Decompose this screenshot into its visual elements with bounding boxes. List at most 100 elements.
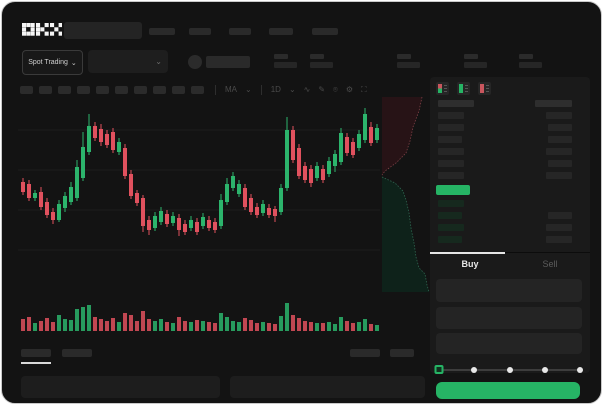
- orderbook-amount-placeholder: [548, 124, 572, 131]
- orderbook-amount-placeholder: [546, 172, 572, 179]
- stat-label-placeholder: [310, 54, 324, 59]
- orderbook-row: [430, 158, 590, 170]
- orderbook-price-placeholder: [438, 100, 474, 107]
- order-input-3[interactable]: [436, 333, 582, 354]
- orderbook-amount-placeholder: [546, 224, 572, 231]
- stat-value-placeholder: [274, 62, 297, 68]
- ma-indicator-icon[interactable]: MA: [225, 85, 237, 94]
- orderbook-row: [430, 122, 590, 134]
- draw-icon[interactable]: ✎: [318, 85, 326, 94]
- orderbook-rows: [430, 98, 590, 246]
- buy-submit-button[interactable]: [436, 382, 580, 399]
- orderbook-row: [430, 222, 590, 234]
- orderbook-view-switcher: [436, 82, 491, 95]
- ticker-stat: [519, 54, 543, 69]
- order-input-2[interactable]: [436, 307, 582, 329]
- bottom-active-tab-underline: [21, 362, 51, 364]
- toolbar-divider: [215, 85, 216, 95]
- orderbook-amount-placeholder: [535, 100, 572, 107]
- stat-value-placeholder: [464, 62, 487, 68]
- timeframe-placeholder[interactable]: [153, 86, 166, 94]
- camera-icon[interactable]: ⌾: [333, 85, 338, 94]
- pair-dropdown[interactable]: ⌄: [88, 50, 168, 73]
- orderbook-row: [430, 234, 590, 246]
- orderbook-row: [430, 210, 590, 222]
- slider-dot[interactable]: [471, 367, 478, 373]
- orderbook-asks-icon[interactable]: [478, 82, 491, 95]
- orderbook-amount-placeholder: [548, 212, 572, 219]
- stat-label-placeholder: [519, 54, 533, 59]
- nav-item-placeholder[interactable]: [312, 28, 338, 35]
- orderbook-amount-placeholder: [548, 160, 572, 167]
- timeframe-placeholder[interactable]: [39, 86, 52, 94]
- bottom-tab-right-1[interactable]: [350, 349, 380, 357]
- amount-slider[interactable]: [434, 365, 583, 375]
- slider-dot[interactable]: [541, 367, 548, 373]
- orderbook-price-placeholder: [438, 160, 464, 167]
- bottom-panel-left: [21, 376, 220, 398]
- orderbook-price-placeholder: [438, 212, 462, 219]
- orderbook-price-placeholder: [438, 236, 462, 243]
- orderbook-price-placeholder: [438, 136, 462, 143]
- nav-item-placeholder[interactable]: [189, 28, 211, 35]
- timeframe-placeholder[interactable]: [115, 86, 128, 94]
- ticker-stat: [310, 54, 334, 69]
- slider-dot[interactable]: [577, 367, 583, 373]
- active-tab-underline: [430, 252, 505, 254]
- orderbook-amount-placeholder: [548, 136, 572, 143]
- interval-icon[interactable]: 1D: [270, 85, 281, 94]
- orderbook-panel: Buy Sell: [430, 77, 590, 375]
- spot-trading-button[interactable]: Spot Trading ⌄: [22, 50, 83, 75]
- chart-toolbar: MA ⌄ 1D ⌄ ∿ ✎ ⌾ ⚙ ⛶: [20, 82, 400, 98]
- nav-item-placeholder[interactable]: [229, 28, 251, 35]
- chevron-down-icon[interactable]: ⌄: [245, 85, 252, 94]
- orderbook-price-placeholder: [438, 112, 464, 119]
- orderbook-price-row[interactable]: [430, 182, 590, 198]
- order-input-1[interactable]: [436, 279, 582, 302]
- orderbook-price-placeholder: [438, 148, 464, 155]
- timeframe-placeholder[interactable]: [134, 86, 147, 94]
- timeframe-placeholder[interactable]: [96, 86, 109, 94]
- orderbook-price-placeholder: [438, 172, 464, 179]
- ticker-stat: [464, 54, 488, 69]
- orderbook-row: [430, 110, 590, 122]
- tab-sell[interactable]: Sell: [542, 259, 558, 269]
- slider-dot[interactable]: [506, 367, 513, 373]
- timeframe-placeholder[interactable]: [191, 86, 204, 94]
- bottom-panel-right: [230, 376, 425, 398]
- bottom-tab-1[interactable]: [21, 349, 51, 357]
- nav-item-placeholder[interactable]: [149, 28, 175, 35]
- bottom-tab-right-2[interactable]: [390, 349, 414, 357]
- orderbook-bids-icon[interactable]: [457, 82, 470, 95]
- buy-sell-tabs: Buy Sell: [430, 252, 590, 279]
- timeframe-placeholder[interactable]: [172, 86, 185, 94]
- orderbook-row: [430, 98, 590, 110]
- orderbook-combined-icon[interactable]: [436, 82, 449, 95]
- timeframe-placeholder[interactable]: [77, 86, 90, 94]
- chevron-down-2-icon[interactable]: ⌄: [288, 85, 296, 94]
- last-price-highlight[interactable]: [436, 185, 470, 195]
- nav-item-placeholder[interactable]: [269, 28, 293, 35]
- tab-buy[interactable]: Buy: [461, 259, 479, 269]
- ticker-stat: [274, 54, 298, 69]
- stat-value-placeholder: [519, 62, 542, 68]
- search-input[interactable]: [64, 22, 142, 39]
- stat-label-placeholder: [464, 54, 478, 59]
- chevron-down-icon: ⌄: [155, 57, 162, 66]
- bottom-tab-2[interactable]: [62, 349, 92, 357]
- orderbook-amount-placeholder: [546, 148, 572, 155]
- spot-trading-label: Spot Trading: [28, 59, 68, 66]
- line-type-icon[interactable]: ∿: [303, 85, 311, 94]
- chevron-down-icon: ⌄: [70, 59, 77, 67]
- timeframe-placeholder[interactable]: [20, 86, 33, 94]
- orderbook-price-placeholder: [438, 224, 464, 231]
- orderbook-row: [430, 146, 590, 158]
- slider-handle[interactable]: [434, 365, 444, 374]
- stat-label-placeholder: [274, 54, 288, 59]
- timeframe-placeholder[interactable]: [58, 86, 71, 94]
- settings-icon[interactable]: ⚙: [345, 85, 354, 94]
- fullscreen-icon[interactable]: ⛶: [361, 85, 367, 94]
- stat-value-placeholder: [397, 62, 420, 68]
